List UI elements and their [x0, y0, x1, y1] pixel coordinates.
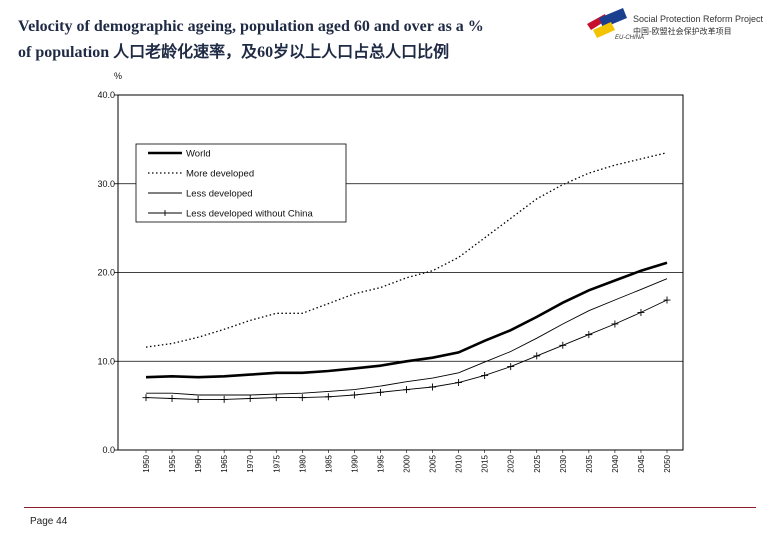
data-point-marker	[429, 383, 437, 391]
series-line-world	[145, 261, 668, 379]
data-point-marker	[272, 394, 280, 402]
data-point-marker	[324, 393, 332, 401]
data-point-marker	[350, 391, 358, 399]
x-tick-label: 2045	[637, 454, 646, 472]
x-tick-label: 1995	[376, 454, 385, 472]
x-tick-label: 2035	[585, 454, 594, 472]
x-tick-label: 2020	[507, 454, 516, 472]
x-tick-label: 2005	[429, 454, 438, 472]
x-tick-label: 2040	[611, 454, 620, 472]
x-tick-label: 2050	[663, 454, 672, 472]
data-point-marker	[246, 395, 254, 403]
data-point-marker	[533, 352, 541, 360]
project-logo: Social Protection Reform Project 中国-欧盟社会…	[585, 8, 775, 42]
legend-box	[135, 143, 347, 223]
legend-label: Less developed	[186, 189, 253, 200]
x-tick-label: 2010	[455, 454, 464, 472]
data-point-marker	[220, 395, 228, 403]
x-tick-label: 1975	[272, 454, 281, 472]
data-point-marker	[376, 388, 384, 396]
title-line-1: Velocity of demographic ageing, populati…	[18, 18, 484, 35]
data-point-marker	[194, 395, 202, 403]
x-tick-label: 1990	[350, 454, 359, 472]
x-tick-label: 1955	[168, 454, 177, 472]
data-point-marker	[637, 308, 645, 316]
logo-text-english: Social Protection Reform Project	[633, 14, 764, 24]
x-tick-label: 2025	[533, 454, 542, 472]
x-tick-label: 2000	[403, 454, 412, 472]
data-point-marker	[168, 395, 176, 403]
data-point-marker	[507, 363, 515, 371]
data-point-marker	[611, 320, 619, 328]
title-line-2: of population 人口老龄化速率，及60岁以上人口占总人口比例	[18, 44, 450, 61]
data-point-marker	[455, 379, 463, 387]
y-tick-label: 0.0	[102, 445, 115, 455]
x-tick-label: 2030	[559, 454, 568, 472]
legend-label: More developed	[186, 169, 254, 180]
slide-title: Velocity of demographic ageing, populati…	[18, 14, 608, 66]
y-axis-label: %	[114, 71, 122, 81]
data-point-marker	[559, 341, 567, 349]
footer-divider	[24, 507, 756, 508]
legend-marker	[162, 210, 168, 216]
logo-text-chinese: 中国-欧盟社会保护改革项目	[633, 27, 732, 36]
x-tick-label: 1980	[298, 454, 307, 472]
page-number: Page 44	[30, 516, 68, 527]
x-tick-label: 1970	[246, 454, 255, 472]
series-line-less-developed-without-china	[145, 299, 668, 400]
y-tick-label: 20.0	[97, 268, 115, 278]
data-point-marker	[585, 331, 593, 339]
legend-label: World	[186, 149, 211, 160]
data-point-marker	[142, 394, 150, 402]
y-tick-label: 40.0	[97, 90, 115, 100]
data-point-marker	[298, 394, 306, 402]
legend-label: Less developed without China	[186, 209, 313, 220]
logo-text-eu-china: EU-CHINA	[615, 35, 645, 41]
x-tick-label: 1950	[142, 454, 151, 472]
data-point-marker	[481, 371, 489, 379]
series-line-less-developed	[146, 278, 668, 396]
logo-mark-icon	[587, 8, 627, 38]
x-tick-label: 1960	[194, 454, 203, 472]
data-point-marker	[403, 386, 410, 394]
data-point-marker	[663, 296, 671, 304]
y-tick-label: 30.0	[97, 179, 115, 189]
y-tick-label: 10.0	[97, 356, 115, 366]
x-tick-label: 2015	[481, 454, 490, 472]
x-tick-label: 1965	[220, 454, 229, 472]
x-tick-label: 1985	[324, 454, 333, 472]
